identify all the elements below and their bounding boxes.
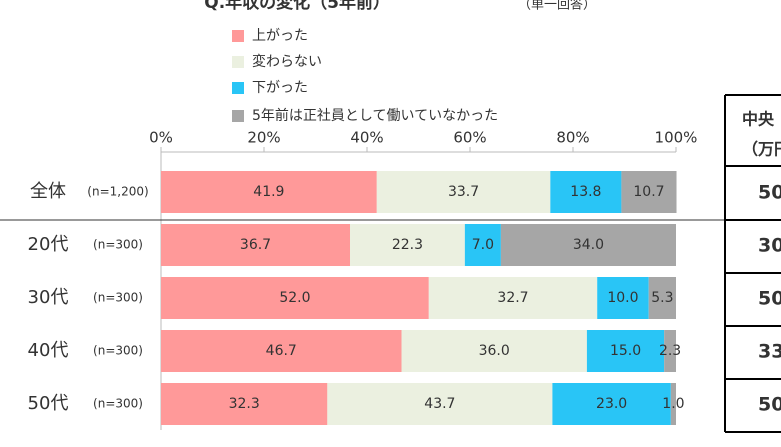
bar-segment	[621, 171, 677, 213]
bar-segment	[161, 171, 377, 213]
bar-segment	[670, 383, 676, 425]
value-label: 34.0	[573, 237, 604, 253]
bar-segment	[327, 383, 553, 425]
value-label: 2.3	[659, 343, 681, 359]
sample-size: (n=300)	[93, 397, 143, 411]
bar-segment	[648, 277, 676, 319]
value-label: 7.0	[472, 237, 494, 253]
category-label: 40代	[28, 340, 69, 361]
legend-swatch	[232, 56, 244, 68]
bar-segment	[428, 277, 598, 319]
value-label: 52.0	[279, 290, 310, 306]
value-label: 32.7	[497, 290, 528, 306]
value-label: 43.7	[424, 396, 455, 412]
value-label: 36.0	[479, 343, 510, 359]
value-label: 10.0	[607, 290, 638, 306]
x-tick-label: 20%	[247, 129, 280, 147]
bar-segment	[376, 171, 551, 213]
legend-label: 変わらない	[252, 53, 322, 70]
table-cell: 33	[758, 341, 781, 363]
bar-segment	[664, 330, 676, 372]
bar-segment	[500, 224, 676, 266]
sample-size: (n=1,200)	[87, 185, 148, 199]
category-label: 50代	[28, 393, 69, 414]
value-label: 41.9	[253, 184, 284, 200]
chart-title: Q.年収の変化（5年前）	[204, 0, 390, 13]
sample-size: (n=300)	[93, 344, 143, 358]
legend-label: 5年前は正社員として働いていなかった	[252, 107, 498, 124]
bar-segment	[401, 330, 587, 372]
sample-size: (n=300)	[93, 291, 143, 305]
value-label: 46.7	[266, 343, 297, 359]
bar-segment	[586, 330, 665, 372]
x-tick-label: 80%	[556, 129, 589, 147]
value-label: 33.7	[448, 184, 479, 200]
x-tick-label: 100%	[655, 129, 698, 147]
value-label: 22.3	[392, 237, 423, 253]
bar-segment	[464, 224, 501, 266]
legend-swatch	[232, 82, 244, 94]
legend-label: 下がった	[252, 80, 308, 96]
table-cell: 50	[758, 288, 781, 310]
table-header: （万円	[742, 140, 781, 159]
sample-size: (n=300)	[93, 238, 143, 252]
table-header: 中央	[742, 110, 775, 129]
bar-segment	[161, 277, 429, 319]
x-tick-label: 40%	[350, 129, 383, 147]
legend-swatch	[232, 110, 244, 122]
value-label: 23.0	[596, 396, 627, 412]
bar-segment	[350, 224, 465, 266]
bar-segment	[161, 383, 328, 425]
x-tick-label: 0%	[149, 129, 173, 147]
value-label: 36.7	[240, 237, 271, 253]
bar-segment	[552, 383, 671, 425]
category-label: 30代	[28, 287, 69, 308]
chart-subtitle: （単一回答）	[518, 0, 596, 13]
bar-segment	[161, 330, 402, 372]
value-label: 1.0	[662, 396, 684, 412]
category-label: 全体	[30, 181, 66, 202]
bar-segment	[550, 171, 622, 213]
category-label: 20代	[28, 234, 69, 255]
table-cell: 50	[758, 182, 781, 204]
value-label: 10.7	[633, 184, 664, 200]
value-label: 5.3	[651, 290, 673, 306]
value-label: 32.3	[229, 396, 260, 412]
table-cell: 30	[758, 235, 781, 257]
value-label: 15.0	[610, 343, 641, 359]
bar-segment	[597, 277, 649, 319]
table-cell: 50	[758, 394, 781, 416]
bar-segment	[161, 224, 351, 266]
legend-label: 上がった	[252, 28, 308, 44]
x-tick-label: 60%	[453, 129, 486, 147]
value-label: 13.8	[570, 184, 601, 200]
legend-swatch	[232, 30, 244, 42]
